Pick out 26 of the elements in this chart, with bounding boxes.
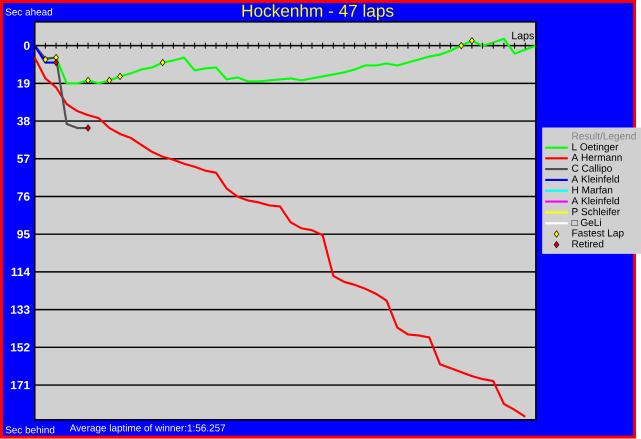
- legend-label: L Oetinger: [572, 143, 618, 153]
- x-axis-title: Laps: [512, 32, 534, 42]
- legend-label: Fastest Lap: [572, 230, 624, 239]
- legend-label: □ GeLi: [572, 218, 601, 226]
- text: Average laptime of winner:1:56.257: [70, 424, 226, 434]
- y-tick-label: 152: [10, 343, 30, 352]
- legend-label: H Marfan: [572, 186, 612, 194]
- y-tick-label: 0: [24, 42, 30, 50]
- y-tick-label: 171: [10, 381, 30, 390]
- y-tick-label: 76: [17, 192, 30, 201]
- chart-title: Hockenhm - 47 laps: [242, 4, 394, 20]
- legend-label: A Kleinfeld: [572, 175, 619, 183]
- legend-label: A Hermann: [572, 154, 622, 162]
- y-axis-title: Sec ahead: [6, 8, 52, 16]
- legend-label: P Schleifer: [572, 208, 620, 216]
- legend-label: Retired: [572, 240, 604, 248]
- legend-label: A Kleinfeld: [572, 197, 619, 205]
- y-tick-label: 114: [12, 268, 30, 276]
- y-tick-label: 57: [17, 154, 30, 164]
- text: Sec behind: [6, 426, 54, 434]
- y-tick-label: 19: [18, 79, 30, 88]
- y-tick-label: 95: [17, 230, 30, 239]
- legend-label: C Callipo: [572, 164, 612, 174]
- legend-title: Result/Legend: [572, 132, 636, 142]
- y-tick-label: 38: [17, 117, 30, 126]
- y-tick-label: 133: [10, 306, 30, 314]
